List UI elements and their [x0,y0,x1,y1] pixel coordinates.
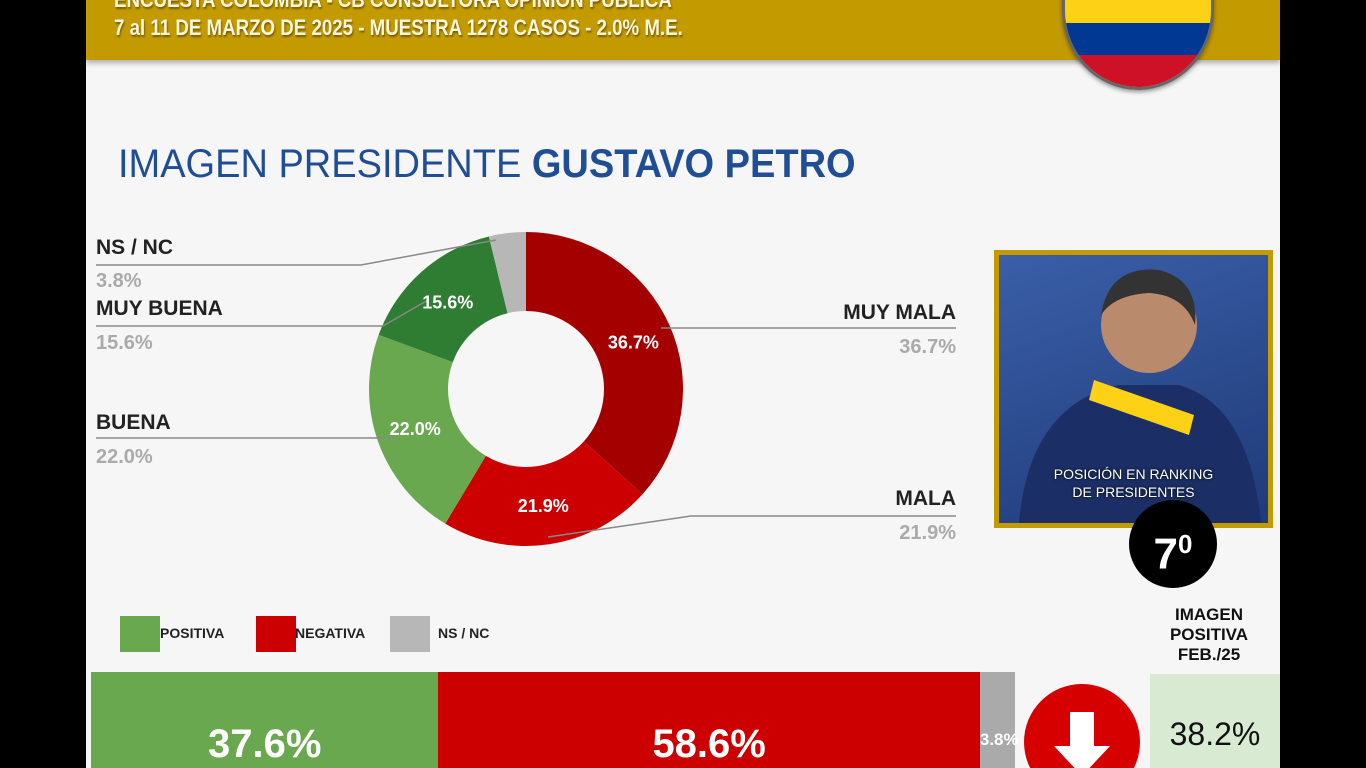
donut-slice-0 [526,232,683,495]
label-muy-buena: MUY BUENA [96,297,223,320]
legend-positiva: POSITIVA [160,625,225,641]
value-nsnc: 3.8% [96,270,142,292]
leader-line-1 [547,515,956,538]
donut-label-1: 21.9% [518,496,569,516]
title-normal: IMAGEN PRESIDENTE [118,142,532,186]
label-nsnc: NS / NC [96,236,174,259]
donut-chart: 36.7% 21.9% 22.0% 15.6% [96,232,956,546]
bar-segment-2: 3.8% [979,672,1019,768]
prev-l3: FEB./25 [1177,645,1241,664]
ranking-suffix: 0 [1178,529,1193,559]
legend-swatch-negativa [256,616,296,652]
president-silhouette [1019,269,1261,523]
ranking-caption-2: DE PRESIDENTES [1072,484,1195,500]
legend-negativa: NEGATIVA [295,625,366,641]
legend-swatch-positiva [120,616,160,652]
infographic: ENCUESTA COLOMBIA - CB CONSULTORA OPINIÓ… [86,0,1280,768]
value-muy-mala: 36.7% [899,336,956,358]
trend-down-icon [1024,684,1140,768]
page-title: IMAGEN PRESIDENTE GUSTAVO PETRO [118,142,856,187]
previous-value: 38.2% [1150,674,1280,768]
legend-swatch-nsnc [390,616,430,652]
previous-header: IMAGEN POSITIVA FEB./25 [1154,605,1264,665]
colombia-flag-badge [1062,0,1214,90]
header-line1: ENCUESTA COLOMBIA - CB CONSULTORA OPINIÓ… [114,0,672,13]
donut-slice-4 [488,232,526,314]
donut-label-3: 15.6% [422,292,473,312]
leader-line-4 [96,239,497,266]
bar-segment-0: 37.6% [91,672,439,768]
ranking-caption-1: POSICIÓN EN RANKING [1053,466,1214,482]
title-bold: GUSTAVO PETRO [531,142,856,186]
prev-l1: IMAGEN [1175,605,1243,624]
label-buena: BUENA [96,411,171,434]
value-muy-buena: 15.6% [96,332,153,354]
header-line2: 7 al 11 DE MARZO DE 2025 - MUESTRA 1278 … [114,15,683,40]
bar-segment-1: 58.6% [438,672,980,768]
donut-slice-3 [378,236,508,363]
donut-slice-2 [368,334,486,524]
leader-line-3 [96,299,429,327]
legend-nsnc: NS / NC [438,625,490,641]
value-buena: 22.0% [96,446,153,468]
donut-slice-1 [445,441,643,546]
value-mala: 21.9% [899,522,956,544]
ranking-badge: 70 [1129,500,1217,588]
ranking-position: 7 [1153,529,1178,579]
label-mala: MALA [895,487,956,510]
label-muy-mala: MUY MALA [843,301,956,324]
president-photo: POSICIÓN EN RANKING DE PRESIDENTES [994,250,1273,528]
donut-label-0: 36.7% [608,332,659,352]
prev-l2: POSITIVA [1169,625,1249,644]
donut-label-2: 22.0% [390,419,441,439]
